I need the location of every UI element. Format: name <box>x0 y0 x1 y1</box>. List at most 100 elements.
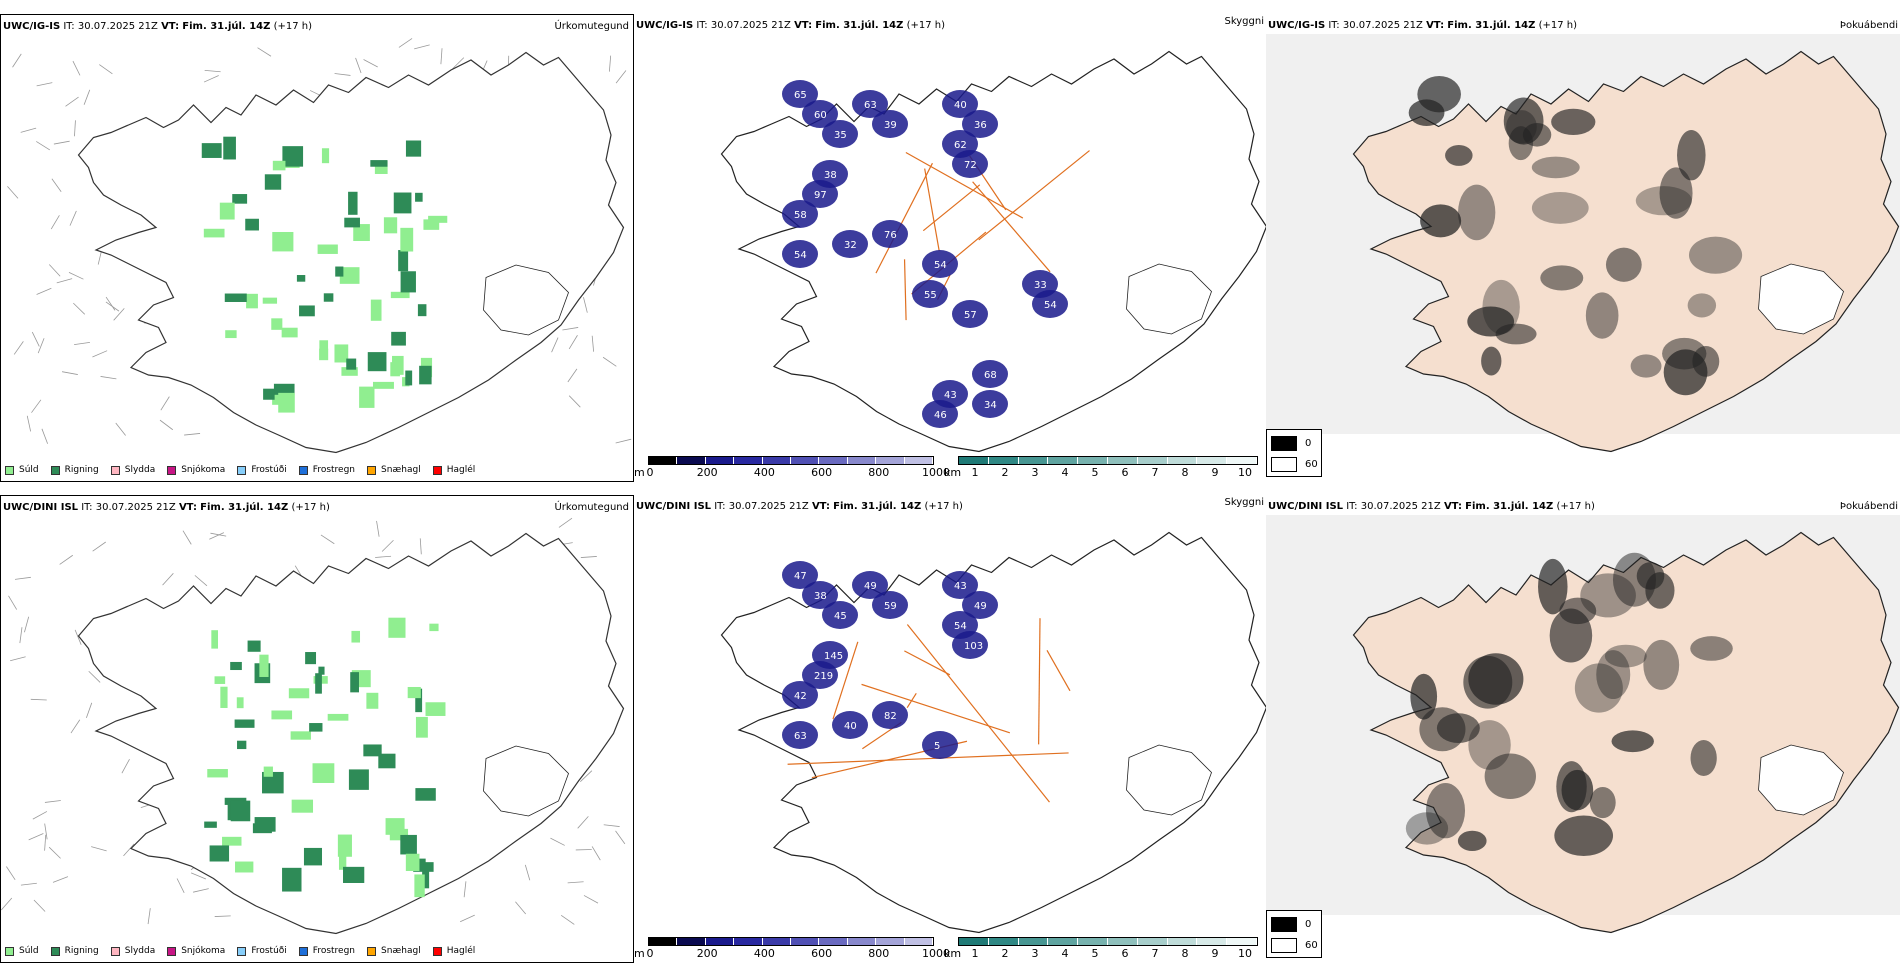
precip-cell <box>292 800 313 813</box>
legend-item: Slydda <box>111 465 155 475</box>
colorbar-tick: 2 <box>1002 947 1009 960</box>
colorbar-strip <box>648 937 934 946</box>
fog-low-swatch <box>1271 436 1297 451</box>
wind-barb <box>183 531 191 545</box>
precip-cell <box>204 229 225 238</box>
precip-cell <box>368 352 387 371</box>
precip-cell <box>207 769 228 777</box>
precip-cell <box>390 362 400 376</box>
cloud-base-value: 82 <box>884 711 897 722</box>
iceland-outline <box>79 53 624 453</box>
legend-swatch <box>237 947 246 956</box>
precip-cell <box>222 837 241 846</box>
wind-barb <box>364 59 378 66</box>
wind-barb <box>52 179 61 192</box>
cloud-base-value: 63 <box>794 731 807 742</box>
precip-cell <box>429 624 438 631</box>
wind-barb <box>184 433 200 435</box>
legend-swatch <box>433 947 442 956</box>
wind-barb <box>568 882 584 883</box>
wind-barb <box>74 342 90 344</box>
precip-cell <box>272 232 293 251</box>
legend-label: Haglél <box>447 465 476 475</box>
wind-barb <box>33 811 47 819</box>
wind-barb <box>420 538 421 554</box>
wind-barb <box>20 627 22 643</box>
cloud-base-value: 59 <box>884 601 897 612</box>
wind-barb <box>69 272 83 279</box>
precip-cell <box>350 672 359 692</box>
cloud-base-value: 39 <box>884 120 897 131</box>
wind-barb <box>8 596 16 610</box>
wind-barb <box>382 540 393 551</box>
cloud-base-value: 33 <box>1034 280 1047 291</box>
cloud-base-value: 97 <box>814 190 827 201</box>
fog-high-label: 60 <box>1305 459 1318 470</box>
colorbar-tick: 9 <box>1212 947 1219 960</box>
fog-cell <box>1458 831 1487 851</box>
colorbar-tick: 5 <box>1092 947 1099 960</box>
colorbar-strip <box>958 937 1258 946</box>
cloud-base-value: 46 <box>934 410 947 421</box>
wind-barb <box>559 518 572 527</box>
cloud-base-value: 54 <box>934 260 947 271</box>
legend-item: Frostregn <box>299 946 355 956</box>
cloud-base-value: 43 <box>954 581 967 592</box>
wind-barb <box>592 846 600 860</box>
wind-barb <box>73 303 84 314</box>
precip-cell <box>263 389 275 400</box>
precip-cell <box>271 318 282 330</box>
wind-barb <box>45 800 61 802</box>
legend-item: Snjókoma <box>167 946 225 956</box>
precip-cell <box>359 387 374 408</box>
fog-cell <box>1458 185 1495 241</box>
precip-cell <box>304 848 322 865</box>
precip-cell <box>230 662 242 670</box>
cloud-base-value: 72 <box>964 160 977 171</box>
precip-cell <box>263 298 277 304</box>
precip-cell <box>220 687 227 708</box>
colorbar-tick: 7 <box>1152 947 1159 960</box>
wind-barb <box>160 420 173 430</box>
cloud-base-value: 32 <box>844 240 857 251</box>
colorbar-tick: 4 <box>1062 947 1069 960</box>
legend-item: Frostúði <box>237 465 286 475</box>
wind-barb <box>60 555 73 564</box>
precip-cell <box>315 673 322 693</box>
precip-cell <box>419 366 431 385</box>
colorbar-tick: 0 <box>647 947 654 960</box>
precip-map <box>1 496 633 962</box>
fog-cell <box>1690 636 1733 661</box>
fog-high-label: 60 <box>1305 940 1318 951</box>
cloud-base-value: 38 <box>814 591 827 602</box>
fog-cell <box>1562 770 1594 810</box>
precip-cell <box>231 801 251 822</box>
precip-cell <box>414 874 424 897</box>
legend-label: Súld <box>19 946 39 956</box>
wind-barb <box>15 577 31 579</box>
wind-barb <box>552 338 558 353</box>
precip-cell <box>319 349 328 360</box>
fog-cell <box>1606 248 1642 282</box>
legend-label: Snæhagl <box>381 946 421 956</box>
precip-cell <box>335 267 343 277</box>
wind-barb <box>592 336 593 352</box>
legend-label: Snjókoma <box>181 946 225 956</box>
wind-barb <box>210 533 226 536</box>
fog-cell <box>1689 237 1742 274</box>
fog-cell <box>1551 109 1595 135</box>
legend-swatch <box>5 947 14 956</box>
wind-barb <box>163 573 174 585</box>
precip-cell <box>259 655 268 677</box>
wind-barb <box>616 439 632 443</box>
wind-barb <box>562 327 578 330</box>
wind-barb <box>399 38 412 47</box>
legend-item: Snjókoma <box>167 465 225 475</box>
visibility-panel: UWC/DINI ISL IT: 30.07.2025 21Z VT: Fim.… <box>634 495 1266 963</box>
colorbar-tick: 200 <box>697 466 718 479</box>
colorbar-tick: 800 <box>868 466 889 479</box>
fog-cell <box>1692 346 1719 377</box>
wind-barb <box>91 847 106 851</box>
colorbar-unit: m <box>634 466 645 479</box>
